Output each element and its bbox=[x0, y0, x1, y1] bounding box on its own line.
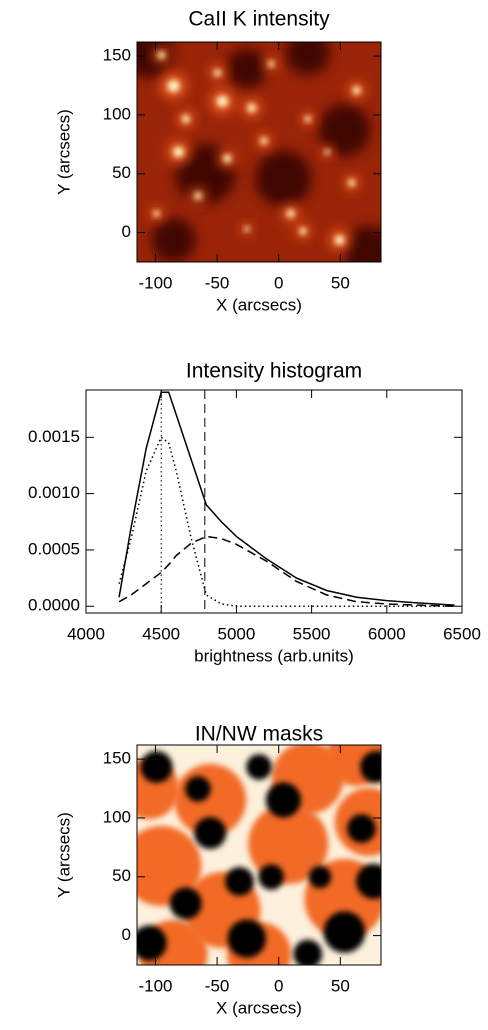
image-core bbox=[167, 79, 180, 93]
image-dark bbox=[151, 218, 196, 262]
y-tick-label: 50 bbox=[112, 163, 131, 182]
x-tick-label: 4000 bbox=[67, 624, 105, 643]
image-core bbox=[348, 179, 356, 187]
x-tick-label: -100 bbox=[138, 976, 172, 995]
mask-region bbox=[137, 925, 167, 961]
x-tick-label: 5500 bbox=[293, 624, 331, 643]
image-core bbox=[244, 226, 250, 232]
image-core bbox=[157, 51, 165, 59]
image-core bbox=[260, 137, 268, 145]
image-core bbox=[299, 227, 307, 235]
y-tick-label: 150 bbox=[103, 46, 131, 65]
image-core bbox=[324, 149, 331, 155]
y-tick-label: 0.0010 bbox=[28, 483, 80, 502]
image-dark bbox=[343, 226, 381, 262]
mask-region bbox=[360, 751, 381, 783]
image-core bbox=[334, 235, 345, 245]
x-tick-label: 6500 bbox=[443, 624, 481, 643]
x-axis-label: X (arcsecs) bbox=[216, 998, 302, 1017]
image-core bbox=[223, 154, 232, 163]
chart-title: Intensity histogram bbox=[186, 360, 362, 383]
image-core bbox=[194, 192, 202, 200]
y-tick-label: 0 bbox=[122, 925, 131, 944]
image-dark bbox=[318, 104, 371, 156]
x-axis-label: brightness (arb.units) bbox=[194, 646, 354, 665]
y-axis-label: Y (arcsecs) bbox=[54, 812, 73, 898]
image-dark bbox=[255, 150, 312, 207]
x-axis-label: X (arcsecs) bbox=[216, 295, 302, 314]
y-tick-label: 0.0000 bbox=[28, 596, 80, 615]
x-tick-label: 50 bbox=[331, 976, 350, 995]
mask-region bbox=[185, 776, 211, 802]
chart-title: CaII K intensity bbox=[188, 8, 330, 31]
mask-region bbox=[137, 826, 202, 906]
mask-region bbox=[265, 782, 301, 818]
series-line bbox=[118, 391, 455, 606]
x-tick-label: 50 bbox=[331, 273, 350, 292]
image-core bbox=[216, 95, 229, 108]
mask-region bbox=[308, 865, 332, 889]
mask-region bbox=[248, 804, 329, 884]
y-tick-label: 150 bbox=[103, 749, 131, 768]
y-tick-label: 100 bbox=[103, 104, 131, 123]
plot-area bbox=[118, 390, 455, 613]
x-tick-label: 4500 bbox=[142, 624, 180, 643]
mask-region bbox=[293, 939, 323, 965]
plot-area bbox=[137, 42, 381, 262]
y-tick-label: 0.0005 bbox=[28, 539, 80, 558]
mask-region bbox=[258, 864, 285, 890]
mask-region bbox=[169, 887, 202, 920]
image-core bbox=[173, 146, 184, 158]
y-tick-label: 50 bbox=[112, 866, 131, 885]
mask-region bbox=[323, 911, 366, 953]
mask-region bbox=[246, 754, 272, 780]
image-core bbox=[153, 210, 160, 217]
plot-frame bbox=[136, 41, 382, 263]
plot-area bbox=[137, 745, 381, 965]
image-core bbox=[247, 103, 257, 113]
x-tick-label: -50 bbox=[205, 976, 230, 995]
y-axis-label: Y (arcsecs) bbox=[54, 109, 73, 195]
mask-region bbox=[225, 867, 254, 896]
plot-frame bbox=[136, 744, 382, 966]
x-tick-label: -100 bbox=[138, 273, 172, 292]
image-core bbox=[181, 114, 190, 124]
series-line bbox=[118, 535, 455, 607]
mask-region bbox=[347, 814, 376, 843]
x-tick-label: -50 bbox=[205, 273, 230, 292]
mask-region bbox=[356, 863, 381, 899]
image-core bbox=[286, 209, 295, 218]
y-tick-label: 0.0015 bbox=[28, 427, 80, 446]
series-line bbox=[118, 436, 455, 607]
image-dark bbox=[226, 48, 267, 89]
x-tick-label: 5000 bbox=[217, 624, 255, 643]
x-tick-label: 6000 bbox=[368, 624, 406, 643]
y-tick-label: 0 bbox=[122, 222, 131, 241]
image-core bbox=[304, 115, 311, 123]
chart-title: IN/NW masks bbox=[195, 723, 323, 746]
mask-region bbox=[140, 751, 173, 783]
image-dark bbox=[285, 42, 330, 75]
plot-frame bbox=[85, 389, 463, 614]
image-core bbox=[352, 86, 361, 95]
y-tick-label: 100 bbox=[103, 807, 131, 826]
mask-region bbox=[194, 817, 227, 849]
mask-region bbox=[227, 919, 266, 958]
image-core bbox=[213, 69, 222, 77]
x-tick-label: 0 bbox=[274, 273, 283, 292]
x-tick-label: 0 bbox=[274, 976, 283, 995]
image-core bbox=[268, 60, 275, 68]
